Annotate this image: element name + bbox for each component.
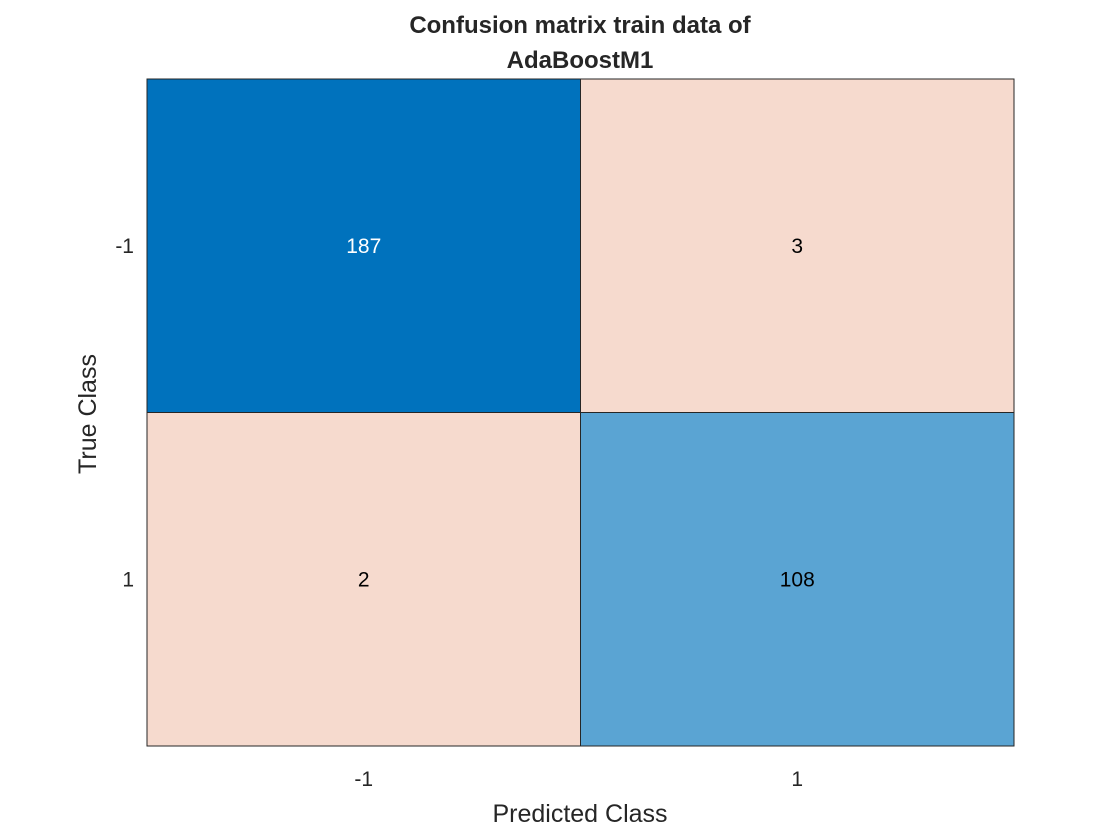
matrix-cell-labels: 187 3 2 108 [346, 235, 815, 592]
x-tick-label-0: -1 [354, 768, 373, 791]
x-axis-label: Predicted Class [492, 800, 667, 828]
y-tick-label-1: 1 [122, 568, 134, 591]
matrix-cell-r1-c1 [580, 412, 1015, 747]
x-tick-label-1: 1 [791, 768, 803, 791]
matrix-cell-r1-c0 [146, 412, 581, 747]
matrix-cell-r0-c0 [146, 78, 581, 413]
y-axis-label: True Class [74, 354, 102, 474]
matrix-cell-value-r1-c0: 2 [358, 568, 370, 591]
x-tick-labels: -1 1 [354, 768, 803, 791]
y-tick-label-0: -1 [115, 235, 134, 258]
matrix-cell-value-r0-c1: 3 [791, 235, 803, 258]
matrix-cell-value-r1-c1: 108 [780, 568, 815, 591]
chart-title-line-1: Confusion matrix train data of [409, 12, 751, 39]
matrix-cells [146, 78, 1015, 747]
chart-title: Confusion matrix train data of AdaBoostM… [409, 12, 751, 74]
y-tick-labels: -1 1 [115, 235, 134, 592]
matrix-cell-r0-c1 [580, 78, 1015, 413]
matrix-cell-value-r0-c0: 187 [346, 235, 381, 258]
chart-title-line-2: AdaBoostM1 [507, 47, 654, 74]
